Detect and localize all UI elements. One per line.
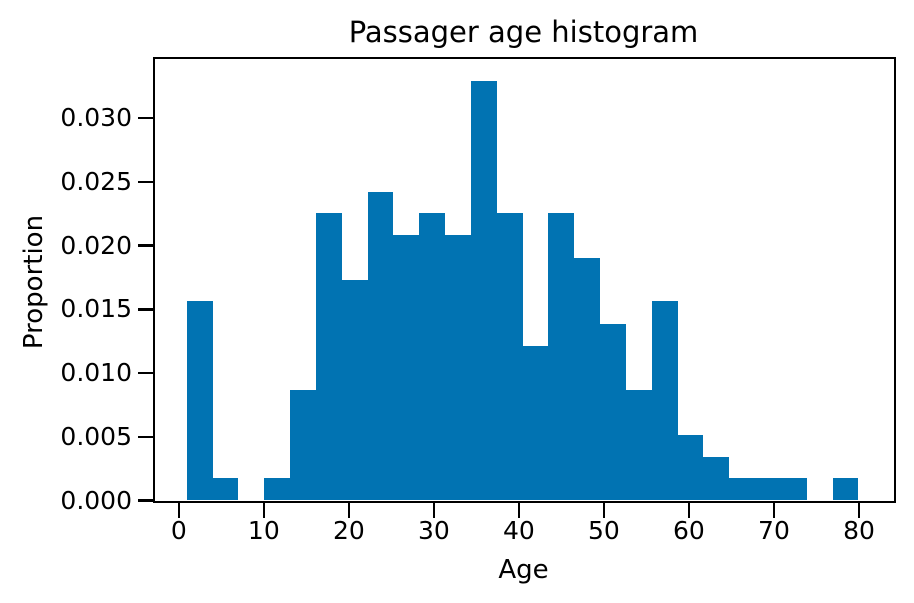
histogram-bar (212, 478, 239, 500)
y-tick-label: 0.000 (60, 485, 132, 515)
y-tick (137, 244, 153, 247)
x-tick-label: 80 (843, 516, 875, 545)
x-tick (517, 503, 521, 518)
x-tick (687, 503, 691, 518)
histogram-bar (290, 390, 316, 500)
x-tick-label: 0 (170, 516, 187, 545)
x-tick (177, 503, 181, 518)
histogram-bar (832, 478, 859, 500)
y-tick (137, 371, 153, 375)
histogram-bar (780, 478, 807, 500)
y-tick (137, 308, 153, 311)
y-tick-label: 0.015 (60, 294, 132, 324)
y-tick-label: 0.005 (60, 421, 132, 451)
y-tick-label: 0.020 (60, 230, 132, 260)
histogram-bar (341, 279, 368, 500)
x-tick (347, 503, 351, 518)
histogram-bar (755, 478, 781, 500)
x-tick-label: 50 (588, 516, 620, 545)
histogram-bar (677, 435, 704, 500)
histogram-bar (496, 213, 523, 500)
histogram-bar (264, 478, 291, 500)
histogram-bar (651, 301, 678, 500)
y-tick-label: 0.025 (60, 166, 132, 196)
x-tick (857, 503, 861, 518)
x-tick-label: 60 (673, 516, 705, 545)
y-tick (137, 180, 153, 184)
histogram-bar (445, 234, 471, 500)
x-tick (772, 503, 776, 518)
x-tick (262, 503, 266, 518)
x-tick-label: 30 (417, 516, 450, 545)
histogram-bar (600, 324, 626, 500)
histogram-bar (419, 213, 446, 500)
histogram-bar (470, 80, 497, 500)
x-tick-label: 20 (332, 516, 365, 545)
x-axis-label: Age (498, 555, 549, 585)
histogram-bar (393, 234, 420, 500)
chart-title: Passager age histogram (348, 15, 699, 49)
y-tick-label: 0.010 (60, 358, 132, 388)
histogram-bar (367, 191, 394, 500)
x-tick (432, 503, 436, 518)
histogram-bar (315, 213, 342, 500)
histogram-bar (574, 257, 601, 500)
x-tick-label: 10 (247, 516, 280, 545)
histogram-bar (729, 478, 756, 500)
x-tick-label: 40 (502, 516, 535, 545)
x-tick (602, 503, 606, 518)
y-tick (137, 499, 153, 502)
x-tick-label: 70 (758, 516, 790, 545)
histogram-bar (522, 345, 549, 500)
histogram-bar (548, 213, 575, 500)
plot-area (152, 57, 896, 503)
y-tick (137, 116, 153, 120)
histogram-bar (186, 301, 213, 500)
y-tick-label: 0.030 (60, 103, 132, 133)
histogram-bar (703, 456, 730, 500)
histogram-bar (625, 390, 652, 500)
histogram-bars-container (155, 59, 893, 500)
y-tick (137, 435, 153, 439)
